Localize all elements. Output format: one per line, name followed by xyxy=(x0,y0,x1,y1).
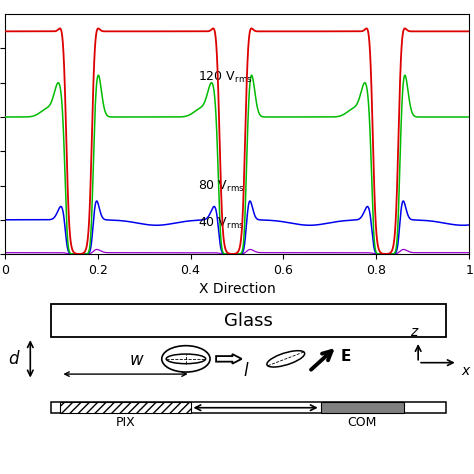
Bar xyxy=(61,402,191,413)
Text: $z$: $z$ xyxy=(410,325,419,338)
Text: $w$: $w$ xyxy=(129,351,145,369)
Text: $d$: $d$ xyxy=(8,350,20,368)
Ellipse shape xyxy=(267,351,305,367)
Text: 40 V$_{\rm rms}$: 40 V$_{\rm rms}$ xyxy=(198,216,245,231)
X-axis label: X Direction: X Direction xyxy=(199,283,275,296)
Bar xyxy=(51,304,446,337)
Text: $x$: $x$ xyxy=(461,364,472,378)
Text: PIX: PIX xyxy=(116,416,136,429)
FancyArrow shape xyxy=(216,354,242,364)
Bar xyxy=(51,402,446,413)
Text: $l$: $l$ xyxy=(243,363,249,381)
Bar xyxy=(320,402,404,413)
Text: 120 V$_{\rm rms}$: 120 V$_{\rm rms}$ xyxy=(198,70,252,85)
Text: COM: COM xyxy=(348,416,377,429)
Text: 80 V$_{\rm rms}$: 80 V$_{\rm rms}$ xyxy=(198,179,245,194)
Text: Glass: Glass xyxy=(224,312,273,330)
Ellipse shape xyxy=(166,354,206,364)
Text: $\mathbf{E}$: $\mathbf{E}$ xyxy=(340,348,351,365)
